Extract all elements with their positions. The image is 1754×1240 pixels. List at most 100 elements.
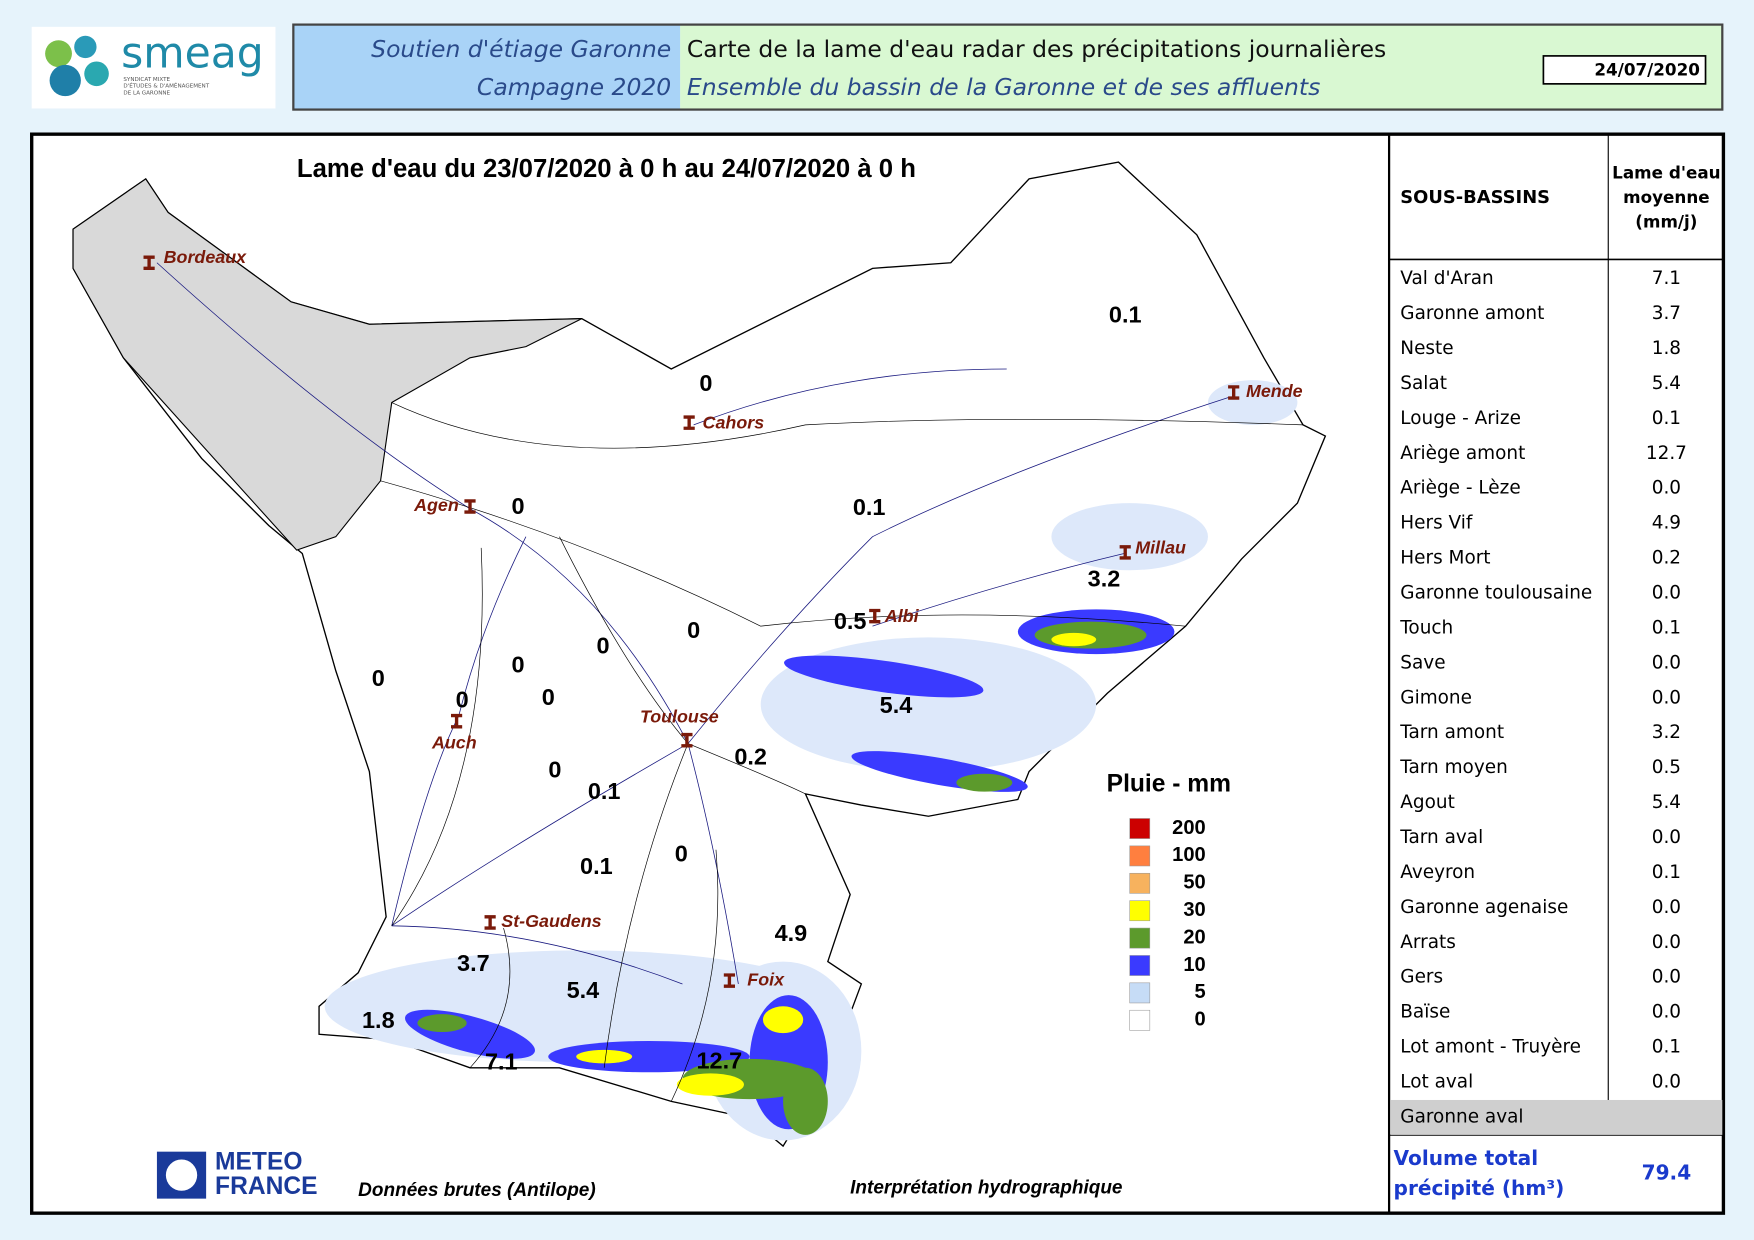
row-value: 0.0 — [1652, 582, 1681, 603]
legend-swatch — [1129, 955, 1151, 976]
city-marker — [683, 415, 695, 430]
header-left — [293, 24, 681, 110]
table-header: Lame d'eau — [1612, 162, 1720, 182]
grey-area — [72, 178, 583, 551]
legend-swatch — [1129, 845, 1151, 867]
row-name: Arrats — [1400, 932, 1456, 953]
basin-value: 0.5 — [834, 608, 867, 634]
sub-basin-borders — [380, 402, 1304, 1102]
logo-shape — [74, 35, 97, 59]
row-name: Gimone — [1400, 687, 1472, 708]
header-text: Campagne 2020 — [477, 73, 671, 101]
row-value: 0.0 — [1652, 967, 1681, 988]
row-value: 0.1 — [1652, 408, 1681, 429]
legend-swatch — [1129, 927, 1151, 949]
legend-label: 200 — [1172, 817, 1206, 839]
row-name: Hers Mort — [1400, 548, 1490, 569]
legend-swatch — [1129, 982, 1151, 1004]
city-marker — [143, 255, 155, 271]
legend: Pluie - mm — [1107, 770, 1231, 797]
legend-title: Pluie - mm — [1107, 770, 1231, 797]
row-name: Aveyron — [1400, 862, 1475, 883]
row-name: Hers Vif — [1400, 513, 1473, 534]
basin-value: 0.1 — [588, 778, 621, 804]
row-name: Garonne agenaise — [1400, 897, 1568, 918]
city-marker — [484, 915, 496, 930]
row-value: 0.0 — [1652, 1002, 1681, 1023]
row-name: Garonne amont — [1400, 303, 1544, 324]
header-border — [292, 23, 1724, 111]
legend-label: 50 — [1183, 872, 1205, 894]
logo-shape — [49, 64, 81, 97]
city-label: Cahors — [703, 412, 765, 432]
row-value: 1.8 — [1652, 338, 1681, 359]
basin-value: 7.1 — [485, 1049, 518, 1075]
row-name: Ariège amont — [1400, 443, 1525, 464]
basin-value: 0 — [687, 617, 700, 643]
logo-text: smeag — [121, 29, 264, 78]
date: 24/07/2020 — [1594, 59, 1700, 79]
basin-value: 0.2 — [734, 743, 767, 769]
row-name: Agout — [1400, 792, 1455, 813]
basin-value: 0 — [542, 684, 555, 710]
logo-shape — [45, 40, 72, 68]
row-value: 12.7 — [1646, 443, 1687, 464]
legend-label: 5 — [1195, 981, 1206, 1003]
basin-value: 0 — [597, 633, 610, 659]
row-name: Gers — [1400, 967, 1443, 988]
city-marker — [869, 608, 881, 624]
row-value: 3.2 — [1652, 722, 1681, 743]
row-value: 0.1 — [1652, 862, 1681, 883]
row-name: Ariège - Lèze — [1400, 478, 1520, 499]
legend-label: 20 — [1183, 926, 1205, 948]
row-value: 0.0 — [1652, 1072, 1681, 1093]
row-value: 5.4 — [1652, 792, 1681, 813]
city-label: St-Gaudens — [501, 911, 601, 931]
source-note: Données brutes (Antilope) — [358, 1180, 596, 1201]
row-name: Garonne toulousaine — [1400, 582, 1592, 603]
city-label: Mende — [1246, 381, 1303, 401]
basin-value: 0 — [675, 841, 688, 867]
row-value: 0.0 — [1652, 827, 1681, 848]
meteo-logo-text: FRANCE — [215, 1173, 317, 1200]
legend-label: 0 — [1195, 1009, 1206, 1031]
row-name: Neste — [1400, 338, 1453, 359]
row-name: Lot amont - Truyère — [1400, 1037, 1581, 1058]
map-title: Lame d'eau du 23/07/2020 à 0 h au 24/07/… — [297, 155, 916, 183]
header-text: Ensemble du bassin de la Garonne et de s… — [687, 73, 1320, 101]
logo-sub: D'ÉTUDES & D'AMÉNAGEMENT — [123, 82, 209, 90]
row-name: Val d'Aran — [1400, 268, 1493, 289]
map: Bordeaux Cahors Mende Agen Millau Albi Toulous… — [72, 161, 1327, 1148]
row-name: Lot aval — [1400, 1072, 1473, 1093]
logo-shape — [84, 61, 109, 87]
city-marker — [681, 732, 693, 748]
city-label: Agen — [413, 495, 459, 515]
row-value: 0.1 — [1652, 617, 1681, 638]
city-marker — [450, 713, 463, 729]
basin-value: 3.2 — [1088, 566, 1121, 592]
row-value: 3.7 — [1652, 303, 1681, 324]
logo-sub: DE LA GARONNE — [123, 90, 170, 96]
city-marker — [723, 973, 735, 988]
city-label: Albi — [884, 606, 920, 626]
basin-value: 0 — [512, 652, 525, 678]
table-header: (mm/j) — [1635, 212, 1697, 232]
basin-value: 0 — [548, 757, 561, 783]
row-name: Tarn amont — [1399, 722, 1504, 743]
legend-label: 30 — [1183, 899, 1205, 921]
row-highlight — [1390, 1099, 1723, 1135]
basin-value: 0 — [372, 665, 385, 691]
row-value: 0.0 — [1652, 897, 1681, 918]
row-name: Baïse — [1400, 1002, 1450, 1023]
row-name: Save — [1400, 652, 1445, 673]
row-value: 0.0 — [1652, 478, 1681, 499]
row-value: 0.1 — [1652, 1037, 1681, 1058]
basin-value: 0.1 — [853, 494, 886, 520]
total-value: 79.4 — [1642, 1161, 1692, 1185]
row-name: Louge - Arize — [1400, 408, 1521, 429]
header-text: Soutien d'étiage Garonne — [371, 35, 671, 63]
table-header: SOUS-BASSINS — [1400, 187, 1550, 208]
row-name: Tarn moyen — [1399, 757, 1507, 778]
legend-swatch — [1129, 900, 1151, 922]
